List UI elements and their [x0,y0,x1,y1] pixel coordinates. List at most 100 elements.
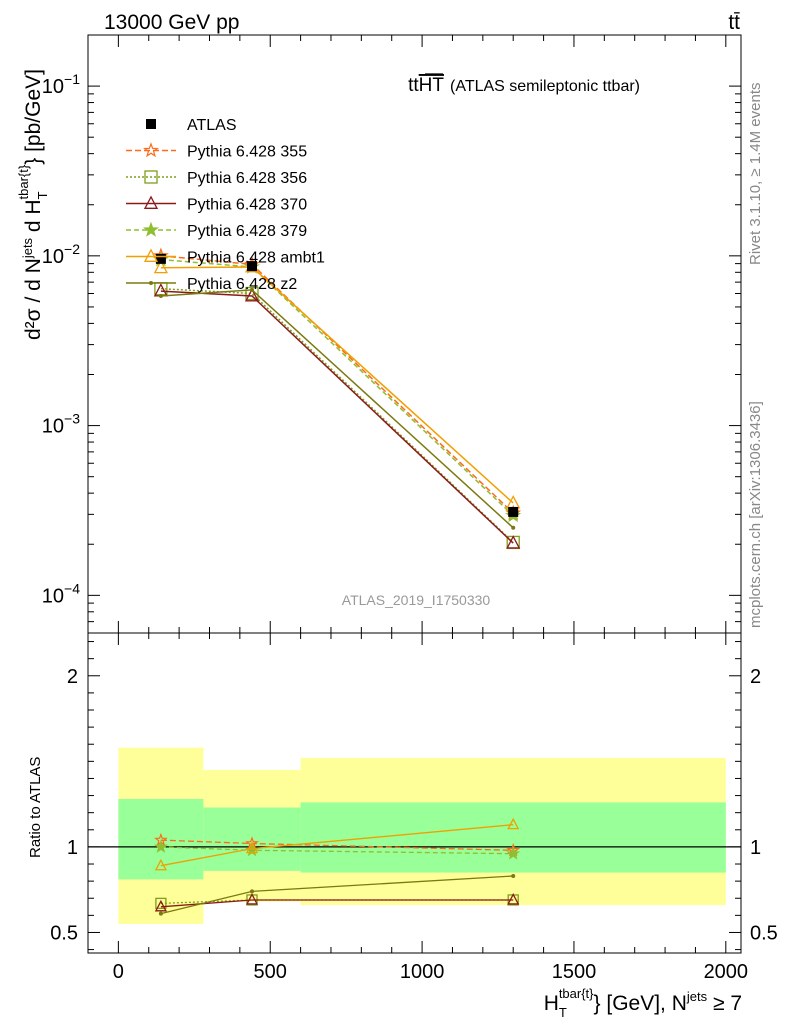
xlabel-sup: tbar{t} [559,986,594,1001]
process-label: tt̄ [728,11,740,34]
x-tick-label: 0 [113,961,124,983]
legend: ATLAS Pythia 6.428 355 Pythia 6.428 356 Pyt… [126,117,325,293]
series-point [250,287,255,292]
ratio-series-2 [154,893,520,912]
legend-marker [144,170,158,184]
main-axis-ticks [87,34,741,634]
xlabel-end: ≥ 7 [707,992,742,1015]
plot-title-main: ttHT [408,75,444,96]
main-y-tick-exp: −2 [64,241,80,257]
main-y-tick-label: 10−1 [42,71,80,98]
title-overline-text: HT [419,75,445,96]
ratio-y-tick-label-right: 1 [750,837,761,859]
series-point [158,294,163,299]
band-inner [300,802,726,873]
ratio-plot-area [88,747,741,924]
ratio-series-point [507,893,520,905]
series-point [511,525,516,530]
ylabel-sup-jets: jets [20,237,35,259]
ratio-series-point [158,911,163,916]
ratio-series-point [507,817,520,830]
legend-marker [149,281,153,285]
ratio-series-point [245,841,259,854]
ylabel-suffix: } [pb/GeV] [22,69,45,165]
main-y-tick-label: 10−4 [42,580,80,607]
ratio-panel: 0.5 0.5 1 1 2 2 0 500 1000 1500 2000 Ratio to ATL… [27,632,778,1020]
x-tick-label: 1500 [552,961,597,983]
ratio-axis-ticks [87,633,741,953]
legend-label: Pythia 6.428 370 [187,197,307,214]
main-y-tick-base: 10 [42,416,64,438]
series-point [244,288,260,302]
ylabel-mid: d H [22,199,45,238]
xlabel-rest: } [GeV], N [594,992,687,1015]
main-y-tick-exp: −1 [64,71,80,87]
atlas-data-point [247,261,258,272]
source-label: mcplots.cern.ch [arXiv:1306.3436] [747,401,764,628]
legend-label: Pythia 6.428 ambt1 [187,250,325,267]
ylabel-prefix: d²σ / d N [22,258,45,340]
ratio-y-tick-label-right: 2 [750,666,761,688]
series-line [160,266,514,504]
main-y-tick-label: 10−3 [42,411,80,438]
x-tick-label: 500 [254,961,287,983]
x-tick-label: 1000 [400,961,445,983]
ratio-y-axis-label: Ratio to ATLAS [27,757,44,858]
ratio-series-point [245,893,259,905]
legend-label: Pythia 6.428 379 [187,223,307,240]
ratio-y-tick-label: 0.5 [50,922,78,944]
band-inner [118,798,204,880]
plot-title-detail: (ATLAS semileptonic ttbar) [450,78,640,95]
legend-marker [143,195,159,209]
ylabel-sup-ttbar: tbar{t} [16,164,31,199]
main-y-tick-exp: −4 [64,580,80,596]
main-y-tick-base: 10 [42,585,64,607]
legend-marker [143,221,159,237]
main-frame [87,34,742,634]
ratio-series-point [506,846,521,860]
ratio-y-tick-label: 2 [67,666,78,688]
legend-marker [146,119,156,129]
series-line [160,287,514,543]
series-point [153,259,168,274]
x-axis-label: HTtbar{t}} [GeV], Njets ≥ 7 [544,986,742,1020]
series-5 [158,287,516,530]
series-2 [153,283,521,549]
main-panel: 10−110−210−310−4 ttHT (ATLAS semileptoni… [16,34,742,634]
rivet-version-label: Rivet 3.1.10, ≥ 1.4M events [747,83,764,266]
xlabel-sub: T [559,1005,567,1020]
series-point [245,286,259,301]
analysis-watermark: ATLAS_2019_I1750330 [342,592,491,608]
ylabel-sub-t: T [35,191,50,199]
ratio-series-line [160,824,514,867]
series-point [506,535,521,549]
ratio-series-4 [154,817,520,871]
ratio-series-5 [158,873,516,916]
ratio-series-point [154,839,168,853]
ratio-y-tick-labels: 0.5 0.5 1 1 2 2 [50,666,778,945]
legend-label: Pythia 6.428 355 [187,144,307,161]
main-y-tick-labels: 10−110−210−310−4 [42,71,80,607]
x-tick-labels: 0 500 1000 1500 2000 [113,961,748,983]
atlas-data [155,253,519,517]
main-y-tick-exp: −3 [64,411,80,427]
atlas-data-point [508,506,519,517]
ratio-series-point [511,873,516,878]
xlabel-main: H [544,992,559,1015]
main-plot-area [152,247,522,550]
series-4 [153,258,521,509]
ratio-frame [87,632,742,954]
main-y-axis-label: d²σ / d Njets d HTtbar{t}} [pb/GeV] [16,69,50,340]
legend-label: ATLAS [187,117,237,134]
ratio-y-tick-label-right: 0.5 [750,922,778,944]
main-y-tick-base: 10 [42,246,64,268]
series-line [160,258,514,517]
main-y-tick-label: 10−2 [42,241,80,268]
ratio-series-point [154,858,167,871]
ratio-series-line [160,899,514,908]
x-tick-label: 2000 [704,961,749,983]
title-main-text: tt [408,75,419,96]
legend-label: Pythia 6.428 356 [187,170,307,187]
ratio-series-point [154,899,167,912]
